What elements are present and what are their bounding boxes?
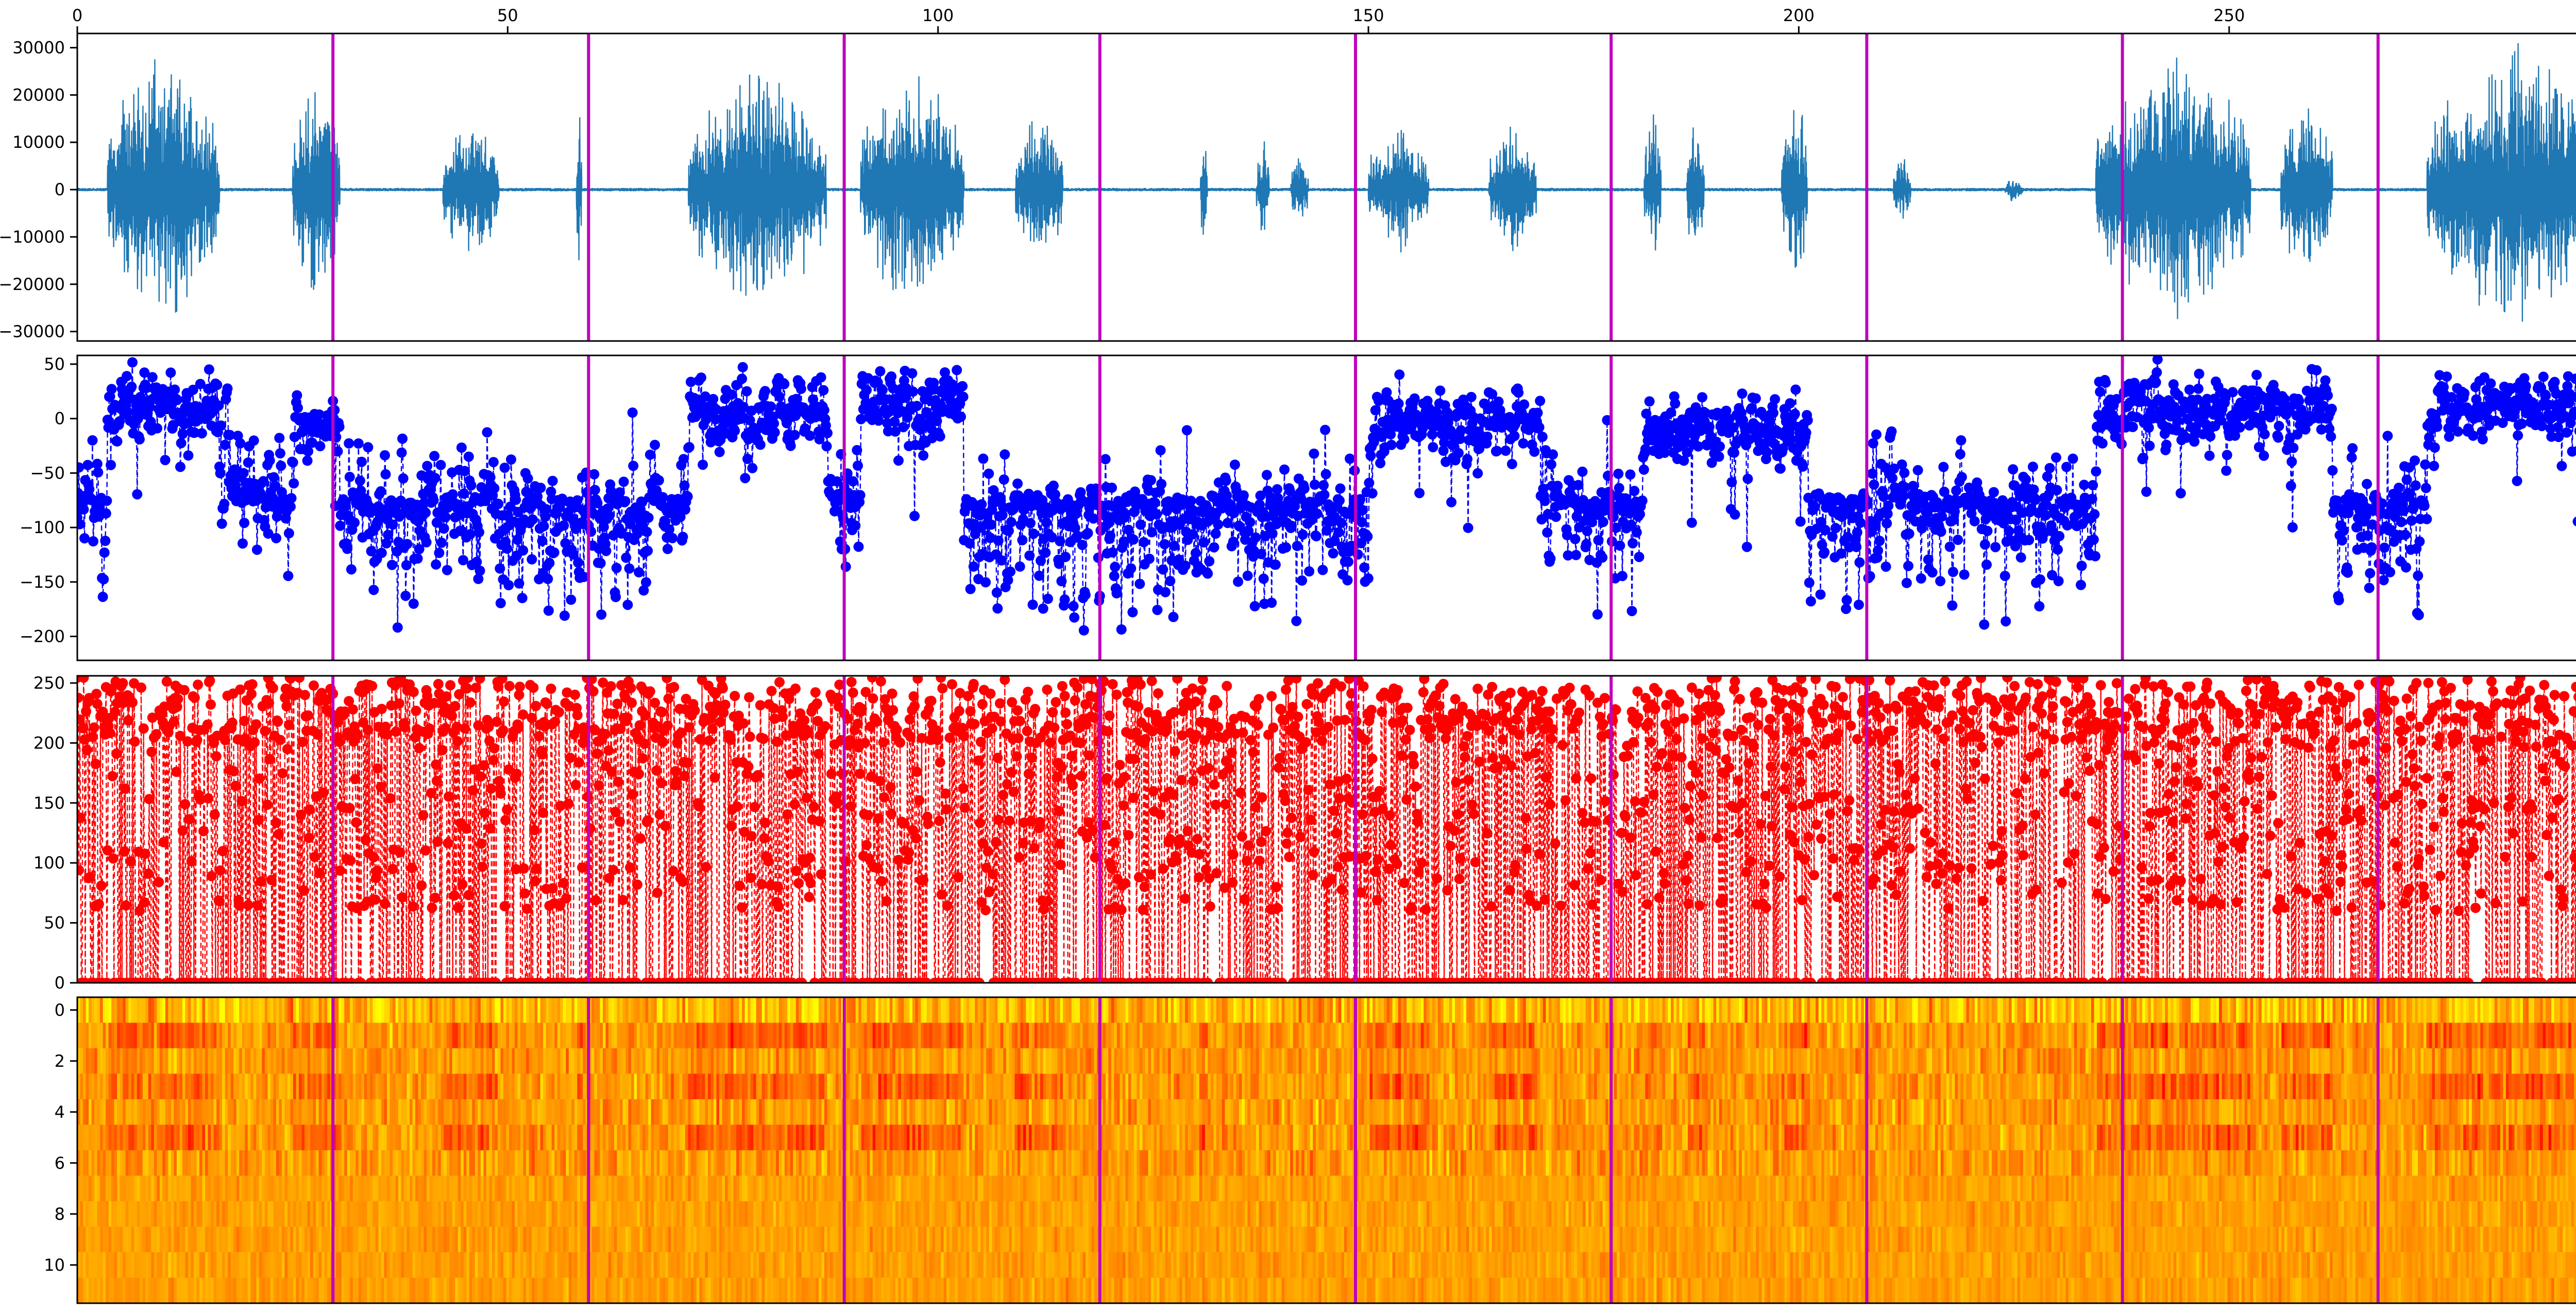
waveform-x-tick-label: 0 (72, 6, 82, 25)
waveform-y-tick-label: −10000 (0, 227, 65, 247)
waveform-y-tick-label: −20000 (0, 275, 65, 294)
features-y-tick-label: 8 (55, 1204, 65, 1224)
features-y-tick-label: 6 (55, 1153, 65, 1173)
waveform-frame (76, 32, 2576, 342)
pitch-y-tick-label: −100 (20, 518, 65, 537)
features-frame (76, 996, 2576, 1304)
waveform-x-tick-label: 100 (922, 6, 954, 25)
features-y-tick-label: 2 (55, 1051, 65, 1071)
waveform-x-tick-label: 250 (2213, 6, 2245, 25)
features-heatmap-axes: 0 2 4 6 8 10 (44, 996, 2576, 1304)
energy-series-line (77, 676, 2576, 983)
features-y-tick-label: 4 (55, 1102, 65, 1122)
energy-y-tick-label: 200 (33, 733, 65, 753)
pitch-axes: 50 0 −50 −100 −150 −200 (20, 354, 2576, 661)
waveform-x-tick-label: 150 (1353, 6, 1384, 25)
waveform-y-tick-label: −30000 (0, 322, 65, 342)
pitch-y-tick-label: −150 (20, 572, 65, 592)
pitch-y-tick-label: −200 (20, 626, 65, 646)
features-y-tick-label: 0 (55, 1000, 65, 1020)
energy-y-tick-label: 250 (33, 673, 65, 693)
waveform-y-tick-label: 0 (55, 180, 65, 199)
pitch-y-tick-label: 0 (55, 409, 65, 429)
waveform-series-line (77, 43, 2576, 322)
features-y-tick-label: 10 (44, 1255, 65, 1275)
energy-y-tick-label: 0 (55, 973, 65, 993)
pitch-y-tick-label: 50 (44, 354, 65, 374)
energy-y-tick-label: 100 (33, 853, 65, 873)
waveform-x-tick-label: 200 (1783, 6, 1815, 25)
waveform-y-tick-label: 20000 (12, 85, 65, 105)
energy-frame (76, 675, 2576, 984)
pitch-frame (76, 354, 2576, 661)
waveform-y-tick-label: 30000 (12, 38, 65, 58)
waveform-y-tick-label: 10000 (12, 132, 65, 152)
waveform-x-tick-label: 50 (497, 6, 518, 25)
energy-axes: 250 200 150 100 50 0 (33, 673, 2576, 993)
features-heatmap-cells (77, 997, 2576, 1304)
energy-y-tick-label: 150 (33, 793, 65, 813)
waveform-axes: 30000 20000 10000 0 −10000 −20000 −30000 0 50 100… (0, 6, 2576, 342)
pitch-y-tick-label: −50 (30, 463, 65, 483)
pitch-series-markers (77, 355, 2576, 636)
energy-y-tick-label: 50 (44, 913, 65, 933)
